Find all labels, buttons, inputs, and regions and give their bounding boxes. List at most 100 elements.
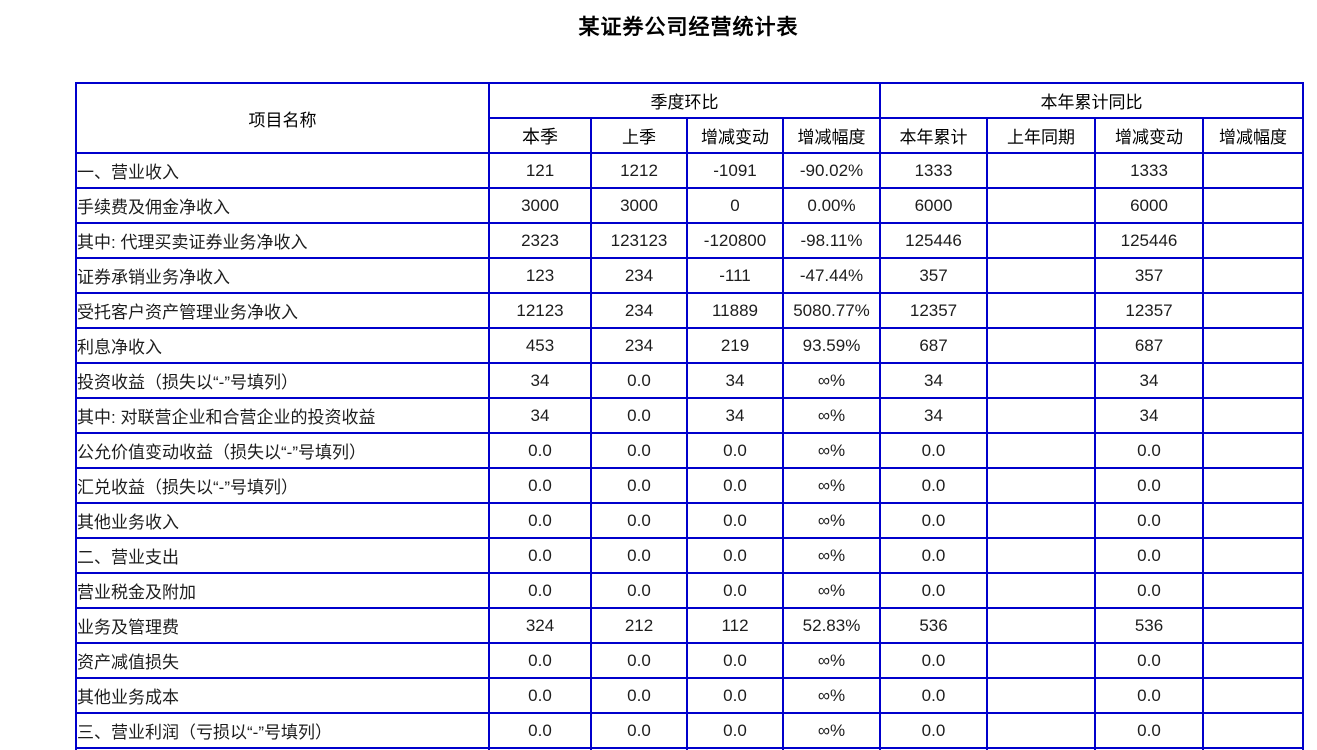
cell-value: 0.0 xyxy=(686,712,784,749)
cell-value: 0.0 xyxy=(488,677,592,714)
cell-value: -1091 xyxy=(686,152,784,189)
cell-value: 0.0 xyxy=(879,467,988,504)
cell-value: 0.0 xyxy=(879,537,988,574)
cell-value: 536 xyxy=(879,607,988,644)
cell-value: 0.0 xyxy=(686,537,784,574)
page-title: 某证券公司经营统计表 xyxy=(578,16,799,39)
cell-value xyxy=(879,747,988,750)
cell-value xyxy=(986,257,1096,294)
cell-value: 0.0 xyxy=(879,432,988,469)
header-qoq-change-pct: 增减幅度 xyxy=(782,117,881,154)
table-row: 其中: 代理买卖证券业务净收入 2323 123123 -120800 -98.11% 1… xyxy=(75,222,1304,259)
row-label: 二、营业支出 xyxy=(75,537,490,574)
row-label: 资产减值损失 xyxy=(75,642,490,679)
cell-value xyxy=(986,677,1096,714)
cell-value xyxy=(1202,362,1304,399)
cell-value: ∞% xyxy=(782,677,881,714)
cell-value: 357 xyxy=(879,257,988,294)
cell-value: 0.0 xyxy=(590,467,688,504)
row-label: 证券承销业务净收入 xyxy=(75,257,490,294)
cell-value: 0.0 xyxy=(488,502,592,539)
cell-value: 125446 xyxy=(879,222,988,259)
cell-value: 0.0 xyxy=(686,677,784,714)
row-label: 其中: 对联营企业和合营企业的投资收益 xyxy=(75,397,490,434)
row-label xyxy=(75,747,490,750)
cell-value: ∞% xyxy=(782,397,881,434)
table-header: 项目名称 季度环比 本年累计同比 本季 上季 增减变动 增减幅度 本年累计 上年… xyxy=(75,82,1304,154)
cell-value: 12123 xyxy=(488,292,592,329)
header-group-yoy: 本年累计同比 xyxy=(879,82,1304,119)
cell-value: 0.0 xyxy=(590,572,688,609)
cell-value xyxy=(986,607,1096,644)
cell-value: 34 xyxy=(1094,362,1204,399)
cell-value xyxy=(1202,572,1304,609)
cell-value: 0.0 xyxy=(488,712,592,749)
cell-value xyxy=(986,362,1096,399)
cell-value: 11889 xyxy=(686,292,784,329)
row-label: 其他业务成本 xyxy=(75,677,490,714)
table-row: 一、营业收入 121 1212 -1091 -90.02% 1333 1333 xyxy=(75,152,1304,189)
cell-value: 234 xyxy=(590,327,688,364)
table-row: 其中: 对联营企业和合营企业的投资收益 34 0.0 34 ∞% 34 34 xyxy=(75,397,1304,434)
cell-value xyxy=(488,747,592,750)
cell-value xyxy=(986,572,1096,609)
cell-value: ∞% xyxy=(782,467,881,504)
cell-value: 357 xyxy=(1094,257,1204,294)
cell-value: 219 xyxy=(686,327,784,364)
cell-value: 234 xyxy=(590,292,688,329)
cell-value: ∞% xyxy=(782,362,881,399)
cell-value: 0.0 xyxy=(590,362,688,399)
cell-value: ∞% xyxy=(782,502,881,539)
cell-value: 121 xyxy=(488,152,592,189)
cell-value: 0.0 xyxy=(686,502,784,539)
header-item-name: 项目名称 xyxy=(75,82,490,154)
row-label: 一、营业收入 xyxy=(75,152,490,189)
cell-value: 2323 xyxy=(488,222,592,259)
table-row: 受托客户资产管理业务净收入 12123 234 11889 5080.77% 12357 1… xyxy=(75,292,1304,329)
cell-value xyxy=(986,187,1096,224)
cell-value: 0.0 xyxy=(1094,642,1204,679)
cell-value: 3000 xyxy=(590,187,688,224)
cell-value: 0.0 xyxy=(488,572,592,609)
cell-value: 212 xyxy=(590,607,688,644)
cell-value: 34 xyxy=(879,397,988,434)
cell-value: 6000 xyxy=(879,187,988,224)
cell-value: 123123 xyxy=(590,222,688,259)
cell-value: 0.0 xyxy=(488,537,592,574)
row-label: 其中: 代理买卖证券业务净收入 xyxy=(75,222,490,259)
cell-value: 0.0 xyxy=(1094,677,1204,714)
row-label: 投资收益（损失以“-”号填列） xyxy=(75,362,490,399)
header-prior-year-period: 上年同期 xyxy=(986,117,1096,154)
header-ytd-total: 本年累计 xyxy=(879,117,988,154)
cell-value: 6000 xyxy=(1094,187,1204,224)
cell-value: 0.0 xyxy=(686,467,784,504)
cell-value: 687 xyxy=(1094,327,1204,364)
cell-value: 0.0 xyxy=(686,642,784,679)
row-label: 三、营业利润（亏损以“-”号填列） xyxy=(75,712,490,749)
cell-value xyxy=(1202,502,1304,539)
cell-value: 0.0 xyxy=(590,537,688,574)
header-group-qoq: 季度环比 xyxy=(488,82,881,119)
cell-value xyxy=(1202,642,1304,679)
cell-value: 3000 xyxy=(488,187,592,224)
cell-value: 234 xyxy=(590,257,688,294)
cell-value: 12357 xyxy=(1094,292,1204,329)
header-yoy-change: 增减变动 xyxy=(1094,117,1204,154)
table-row: 三、营业利润（亏损以“-”号填列） 0.0 0.0 0.0 ∞% 0.0 0.0 xyxy=(75,712,1304,749)
table-row: 利息净收入 453 234 219 93.59% 687 687 xyxy=(75,327,1304,364)
cell-value xyxy=(590,747,688,750)
table-row: 公允价值变动收益（损失以“-”号填列） 0.0 0.0 0.0 ∞% 0.0 0.0 xyxy=(75,432,1304,469)
cell-value: 0.0 xyxy=(1094,712,1204,749)
cell-value xyxy=(986,222,1096,259)
cell-value: 93.59% xyxy=(782,327,881,364)
table-row: 二、营业支出 0.0 0.0 0.0 ∞% 0.0 0.0 xyxy=(75,537,1304,574)
table-body: 一、营业收入 121 1212 -1091 -90.02% 1333 1333 手续费及佣金净… xyxy=(75,152,1304,750)
cell-value: -47.44% xyxy=(782,257,881,294)
cell-value: ∞% xyxy=(782,642,881,679)
row-label: 业务及管理费 xyxy=(75,607,490,644)
cell-value xyxy=(1094,747,1204,750)
cell-value xyxy=(986,397,1096,434)
cell-value: 34 xyxy=(488,362,592,399)
cell-value: 0.0 xyxy=(590,432,688,469)
